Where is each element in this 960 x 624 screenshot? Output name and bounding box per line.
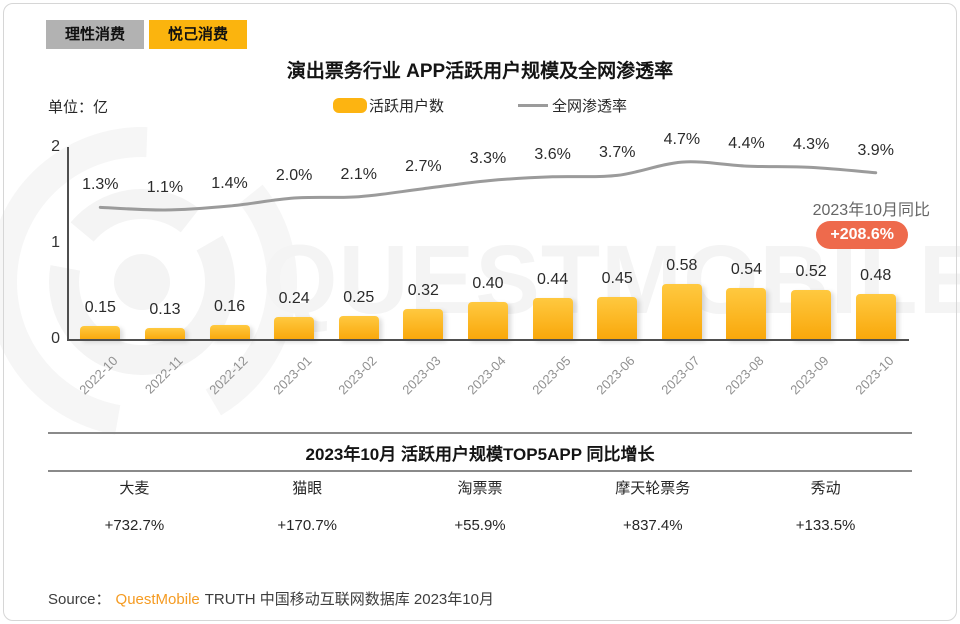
bar-value-label: 0.45 (601, 269, 633, 287)
bar-value-label: 0.52 (795, 263, 827, 281)
legend-label-active-users: 活跃用户数 (368, 98, 444, 115)
table-top-divider (48, 432, 912, 434)
table-column: 猫眼 +170.7% (221, 477, 394, 534)
active-users-bar (468, 301, 508, 340)
yoy-annotation-label: 2023年10月同比 (812, 202, 930, 219)
active-users-bar (338, 316, 379, 340)
table-column: 秀动 +133.5% (739, 477, 912, 534)
active-users-bar (80, 325, 121, 340)
source-text: TRUTH 中国移动互联网数据库 2023年10月 (204, 591, 494, 608)
app-growth: +170.7% (277, 517, 338, 534)
active-users-bar (144, 327, 185, 340)
bar-value-label: 0.44 (537, 270, 569, 288)
tab-rational-consumption[interactable]: 理性消费 (46, 20, 145, 49)
x-axis-label: 2023-03 (399, 353, 444, 398)
x-axis-line (67, 339, 909, 341)
penetration-value-label: 1.4% (211, 175, 248, 192)
app-name: 淘票票 (457, 480, 503, 497)
bar-value-label: 0.32 (407, 282, 439, 300)
penetration-value-label: 3.9% (857, 141, 894, 159)
source-brand: QuestMobile (115, 591, 200, 608)
bar-value-label: 0.48 (860, 266, 892, 284)
x-axis-label: 2023-05 (528, 353, 574, 398)
source-prefix: Source： (48, 591, 111, 608)
y-tick-2: 2 (51, 138, 60, 155)
active-users-bar (274, 316, 315, 340)
penetration-value-label: 4.3% (792, 136, 830, 154)
legend-item-active-users: 活跃用户数 (332, 95, 444, 116)
yoy-growth-badge: +208.6% (816, 221, 908, 249)
app-name: 猫眼 (292, 480, 323, 497)
table-column: 大麦 +732.7% (48, 477, 221, 534)
bar-value-label: 0.58 (666, 257, 698, 275)
active-users-bar (532, 297, 573, 340)
y-tick-1: 1 (51, 234, 60, 251)
source-line: Source： QuestMobile TRUTH 中国移动互联网数据库 2023年… (48, 588, 494, 609)
app-name: 摩天轮票务 (615, 480, 691, 497)
y-tick-0: 0 (51, 330, 60, 347)
penetration-value-label: 3.7% (598, 144, 636, 162)
tab-self-pleasing-consumption[interactable]: 悦己消费 (149, 20, 248, 49)
bar-value-label: 0.40 (472, 274, 504, 292)
bar-value-label: 0.25 (343, 289, 375, 306)
table-header-divider (48, 470, 912, 472)
legend-item-penetration: 全网渗透率 (518, 95, 627, 116)
x-axis-label: 2023-08 (722, 353, 768, 398)
x-axis-label: 2023-02 (335, 353, 380, 398)
active-users-bar (209, 324, 250, 340)
penetration-value-label: 2.1% (340, 165, 377, 183)
bar-value-label: 0.13 (149, 300, 181, 318)
x-axis-label: 2023-09 (787, 353, 832, 398)
penetration-value-label: 4.4% (728, 135, 765, 153)
table-column: 摩天轮票务 +837.4% (566, 477, 739, 534)
top5-app-table: 大麦 +732.7% 猫眼 +170.7% 淘票票 +55.9% 摩天轮票务 +… (48, 477, 912, 534)
table-title: 2023年10月 活跃用户规模TOP5APP 同比增长 (305, 445, 655, 464)
unit-label: 单位：亿 (48, 99, 109, 116)
penetration-value-label: 1.1% (146, 179, 184, 196)
active-users-bar (403, 309, 444, 340)
penetration-value-label: 2.0% (275, 167, 313, 185)
app-growth: +732.7% (104, 517, 165, 534)
active-users-bar (661, 284, 702, 340)
active-users-bar (597, 296, 638, 340)
app-growth: +133.5% (795, 517, 856, 534)
bar-value-label: 0.54 (730, 261, 763, 279)
x-axis-label: 2023-10 (851, 353, 897, 398)
x-axis-label: 2023-07 (658, 353, 703, 398)
penetration-value-label: 2.7% (405, 157, 442, 175)
x-axis-label: 2022-12 (205, 353, 251, 398)
table-column: 淘票票 +55.9% (394, 477, 567, 534)
app-name: 大麦 (119, 480, 150, 497)
page-title: 演出票务行业 APP活跃用户规模及全网渗透率 (286, 61, 674, 82)
penetration-value-label: 4.7% (663, 131, 701, 149)
y-axis-line (67, 147, 69, 340)
bar-value-label: 0.16 (213, 297, 246, 315)
active-users-bar (791, 290, 832, 340)
bar-value-label: 0.15 (84, 298, 116, 316)
bar-swatch-icon (332, 98, 367, 113)
legend-label-penetration: 全网渗透率 (552, 98, 628, 115)
penetration-value-label: 3.3% (469, 149, 507, 167)
active-users-bar (726, 288, 767, 340)
consumption-tabs: 理性消费 悦己消费 (46, 20, 248, 49)
penetration-value-label: 1.3% (82, 176, 119, 194)
penetration-value-label: 3.6% (534, 145, 571, 163)
active-users-bar (855, 293, 896, 340)
app-growth: +55.9% (454, 517, 506, 534)
line-swatch-icon (518, 104, 548, 107)
x-axis-label: 2023-01 (270, 353, 315, 398)
app-name: 秀动 (810, 480, 841, 497)
bar-value-label: 0.24 (278, 289, 310, 307)
app-growth: +837.4% (622, 517, 683, 534)
x-axis-label: 2022-11 (141, 353, 186, 397)
x-axis-label: 2022-10 (76, 353, 121, 398)
x-axis-label: 2023-06 (593, 353, 638, 398)
x-axis-label: 2023-04 (464, 353, 509, 398)
chart-legend: 活跃用户数 全网渗透率 (0, 95, 960, 116)
